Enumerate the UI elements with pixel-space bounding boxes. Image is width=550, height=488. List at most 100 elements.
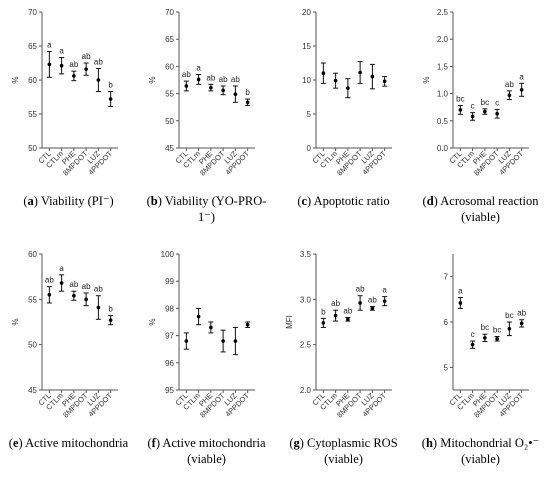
y-tick-label: 6 <box>444 318 449 327</box>
caption-b: (b) Viability (YO-PRO-1⁻) <box>146 194 267 224</box>
data-point <box>59 281 64 285</box>
y-tick-label: 2.5 <box>437 8 449 17</box>
significance-letter: bc <box>456 95 464 104</box>
data-point <box>470 114 475 119</box>
significance-letter: bc <box>481 98 489 107</box>
data-point <box>483 336 487 340</box>
significance-letter: ab <box>45 276 54 285</box>
y-tick-label: 65 <box>165 35 174 44</box>
data-point <box>209 325 213 330</box>
y-tick-label: 99 <box>165 277 174 286</box>
panel-g: 2.02.53.03.5MFICTLCTLmPHE8MPDOTLUZ4PPDOT… <box>285 250 392 420</box>
data-point <box>84 297 88 302</box>
y-tick-label: 10 <box>302 76 311 85</box>
y-axis-label: % <box>148 76 157 83</box>
data-point <box>470 342 475 347</box>
data-point <box>233 92 238 96</box>
data-point <box>84 67 88 71</box>
y-axis-label: MFI <box>285 315 294 329</box>
caption-text-b: Viability (YO-PRO-1⁻) <box>164 194 267 224</box>
caption-text-g: Cytoplasmic ROS (viable) <box>307 436 398 466</box>
data-point <box>47 293 52 297</box>
significance-letter: c <box>495 98 499 107</box>
y-tick-label: 7 <box>444 273 449 282</box>
data-point <box>458 301 463 305</box>
data-point <box>47 62 52 67</box>
y-tick-label: 70 <box>28 8 37 17</box>
significance-letter: ab <box>82 282 91 291</box>
significance-letter: ab <box>206 73 215 82</box>
data-point <box>370 306 375 311</box>
caption-a: (a) Viability (PI⁻) <box>23 194 114 208</box>
significance-letter: ab <box>94 57 103 66</box>
y-tick-label: 45 <box>28 386 37 395</box>
caption-d: (d) Acrosomal reaction (viable) <box>422 194 539 224</box>
y-tick-label: 1.5 <box>437 62 449 71</box>
significance-letter: b <box>245 88 250 97</box>
data-point <box>72 293 76 298</box>
significance-letter: a <box>59 264 64 273</box>
significance-letter: ab <box>82 52 91 61</box>
y-tick-label: 55 <box>28 295 37 304</box>
y-tick-label: 0.0 <box>437 144 449 153</box>
data-point <box>221 88 225 93</box>
data-point <box>196 314 201 319</box>
y-tick-label: 50 <box>28 341 37 350</box>
data-point <box>382 299 387 303</box>
significance-letter: bc <box>505 311 513 320</box>
data-point <box>333 313 338 318</box>
data-point <box>346 86 350 90</box>
y-tick-label: 2.5 <box>300 341 312 350</box>
y-tick-label: 3.0 <box>300 295 312 304</box>
significance-letter: a <box>458 287 463 296</box>
y-tick-label: 95 <box>165 386 174 395</box>
data-point <box>59 63 64 68</box>
data-point <box>221 339 225 343</box>
significance-letter: b <box>108 305 113 314</box>
significance-letter: ab <box>356 285 365 294</box>
caption-letter-d: d <box>426 194 434 208</box>
data-point <box>209 85 213 90</box>
data-point <box>184 339 189 343</box>
y-axis-label: % <box>148 318 157 325</box>
y-tick-label: 60 <box>165 62 174 71</box>
y-tick-label: 5 <box>307 110 312 119</box>
y-tick-label: 0 <box>307 144 312 153</box>
significance-letter: a <box>47 40 52 49</box>
caption-text-c: Apoptotic ratio <box>313 194 390 208</box>
significance-letter: ab <box>69 60 78 69</box>
significance-letter: bc <box>481 323 489 332</box>
significance-letter: ab <box>343 306 352 315</box>
y-tick-label: 60 <box>28 250 37 259</box>
data-point <box>495 336 499 341</box>
caption-letter-b: b <box>150 194 158 208</box>
significance-letter: ab <box>94 285 103 294</box>
y-tick-label: 55 <box>165 90 174 99</box>
caption-text-f: Active mitochondria (viable) <box>162 436 266 466</box>
significance-letter: b <box>321 307 326 316</box>
data-point <box>184 84 189 88</box>
caption-g: (g) Cytoplasmic ROS (viable) <box>289 436 398 466</box>
caption-c: (c) Apoptotic ratio <box>297 194 390 208</box>
significance-letter: ab <box>368 296 377 305</box>
data-point <box>458 108 463 112</box>
caption-text-h: Mitochondrial O₂•⁻ (viable) <box>440 436 540 466</box>
significance-letter: a <box>196 64 201 73</box>
y-tick-label: 100 <box>161 250 175 259</box>
significance-letter: a <box>519 72 524 81</box>
caption-letter-a: a <box>27 194 34 208</box>
data-point <box>370 74 375 79</box>
caption-letter-g: g <box>293 436 300 450</box>
y-tick-label: 15 <box>302 42 311 51</box>
y-tick-label: 96 <box>165 359 174 368</box>
y-tick-label: 2.0 <box>300 386 312 395</box>
caption-text-e: Active mitochondria <box>25 436 129 450</box>
panel-d: 0.00.51.01.52.02.5%CTLCTLmPHE8MPDOTLUZ4P… <box>422 8 529 178</box>
data-point <box>483 109 487 114</box>
significance-letter: ab <box>331 299 340 308</box>
significance-letter: ab <box>182 70 191 79</box>
